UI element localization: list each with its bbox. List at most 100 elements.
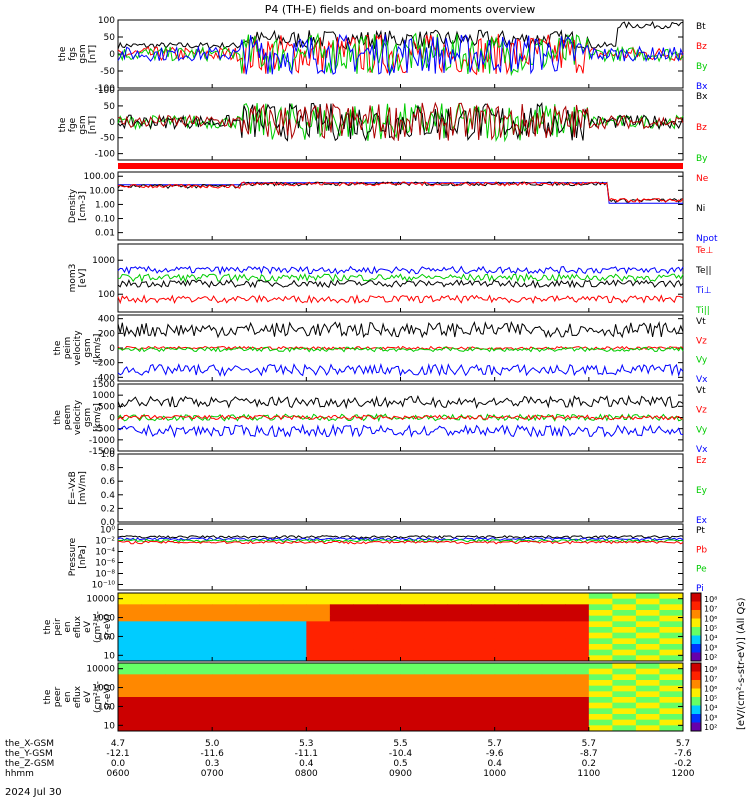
spectrogram-cell xyxy=(494,621,519,628)
spectrogram-cell xyxy=(471,621,496,628)
spectrogram-cell xyxy=(400,610,425,617)
spectrogram-cell xyxy=(118,649,143,656)
spectrogram-cell xyxy=(353,714,378,721)
spectrogram-cell xyxy=(565,632,590,639)
spectrogram-cell xyxy=(400,702,425,709)
y-tick-label: 0 xyxy=(109,118,115,128)
spectrogram-cell xyxy=(165,680,190,687)
spectrogram-cell xyxy=(353,604,378,611)
legend-label: Bt xyxy=(696,22,706,32)
spectrogram-cell xyxy=(612,621,637,628)
y-axis-label-line: sr-eV) xyxy=(103,614,113,640)
spectrogram-cell xyxy=(353,674,378,681)
series-line xyxy=(117,278,684,289)
spectrogram-cell xyxy=(282,714,307,721)
colorbar-segment xyxy=(691,671,701,681)
spectrogram-cell xyxy=(118,644,143,651)
spectrogram-cell xyxy=(353,691,378,698)
spectrogram-cell xyxy=(635,621,660,628)
spectrogram-cell xyxy=(471,663,496,670)
spectrogram-cell xyxy=(306,697,331,704)
spectrogram-cell xyxy=(118,714,143,721)
spectrogram-cell xyxy=(376,697,401,704)
spectrogram-cell xyxy=(518,708,543,715)
spectrogram-cell xyxy=(376,621,401,628)
spectrogram-cell xyxy=(635,644,660,651)
spectrogram-cell xyxy=(518,668,543,675)
y-axis-label-line: en xyxy=(63,621,73,632)
spectrogram-cell xyxy=(306,708,331,715)
y-tick-label: 0.4 xyxy=(101,491,116,501)
spectrogram-cell xyxy=(282,680,307,687)
panel-frame xyxy=(117,243,684,313)
spectrogram-cell xyxy=(588,627,613,634)
spectrogram-cell xyxy=(259,691,284,698)
legend-label: Ni xyxy=(696,204,705,214)
series-line xyxy=(117,537,684,542)
series-line xyxy=(117,272,684,283)
spectrogram-cell xyxy=(329,668,354,675)
legend-label: Bx xyxy=(696,92,708,102)
spectrogram-cell xyxy=(212,680,237,687)
spectrogram-cell xyxy=(424,615,449,622)
spectrogram-cell xyxy=(400,615,425,622)
spectrogram-cell xyxy=(188,632,213,639)
spectrogram-cell xyxy=(494,680,519,687)
spectrogram-cell xyxy=(635,708,660,715)
spectrogram-cell xyxy=(447,691,472,698)
spectrogram-cell xyxy=(165,644,190,651)
colorbar-tick-label: 10⁸ xyxy=(704,595,717,604)
spectrogram-cell xyxy=(306,702,331,709)
x-row-label: the_Z-GSM xyxy=(5,759,54,769)
spectrogram-cell xyxy=(635,610,660,617)
spectrogram-cell xyxy=(471,632,496,639)
spectrogram-cell xyxy=(565,627,590,634)
spectrogram-cell xyxy=(541,663,566,670)
spectrogram-cell xyxy=(494,674,519,681)
spectrogram-cell xyxy=(212,593,237,600)
spectrogram-cell xyxy=(376,702,401,709)
spectrogram-cell xyxy=(376,593,401,600)
spectrogram-cell xyxy=(588,691,613,698)
y-tick-label: 10⁻⁴ xyxy=(95,548,115,558)
spectrogram-cell xyxy=(424,674,449,681)
spectrogram-cell xyxy=(118,632,143,639)
spectrogram-cell xyxy=(282,725,307,732)
spectrogram-cell xyxy=(588,668,613,675)
spectrogram-cell xyxy=(376,663,401,670)
spectrogram-cell xyxy=(518,655,543,662)
series-line xyxy=(117,101,684,141)
spectrogram-cell xyxy=(471,697,496,704)
y-tick-label: 10⁰ xyxy=(100,526,115,536)
spectrogram-cell xyxy=(635,638,660,645)
y-tick-label: 1500 xyxy=(92,380,115,390)
panel-density: Ne Ni Npot 100.00 10.00 1.00 0.10 0.01 Density [c… xyxy=(68,171,718,244)
spectrogram-cell xyxy=(282,655,307,662)
spectrogram-cell xyxy=(188,627,213,634)
spectrogram-cell xyxy=(471,655,496,662)
spectrogram-cell xyxy=(235,680,260,687)
spectrogram-cell xyxy=(659,621,684,628)
spectrogram-cell xyxy=(612,685,637,692)
spectrogram-cell xyxy=(494,615,519,622)
spectrogram-cell xyxy=(635,598,660,605)
spectrogram-cell xyxy=(447,674,472,681)
spectrogram-cell xyxy=(188,621,213,628)
spectrogram-cell xyxy=(541,655,566,662)
spectrogram-cell xyxy=(541,725,566,732)
spectrogram-cell xyxy=(235,655,260,662)
y-tick-label: 10.00 xyxy=(89,186,115,196)
spectrogram-cell xyxy=(612,702,637,709)
spectrogram-cell xyxy=(141,615,166,622)
colorbar-segment xyxy=(691,705,701,715)
spectrogram-cell xyxy=(376,708,401,715)
spectrogram-cell xyxy=(424,598,449,605)
spectrogram-cell xyxy=(541,674,566,681)
spectrogram-cell xyxy=(259,627,284,634)
spectrogram-cell xyxy=(188,644,213,651)
spectrogram-cell xyxy=(141,627,166,634)
colorbar-segment xyxy=(691,663,701,672)
y-tick-label: -200 xyxy=(95,359,116,369)
spectrogram-cell xyxy=(494,702,519,709)
